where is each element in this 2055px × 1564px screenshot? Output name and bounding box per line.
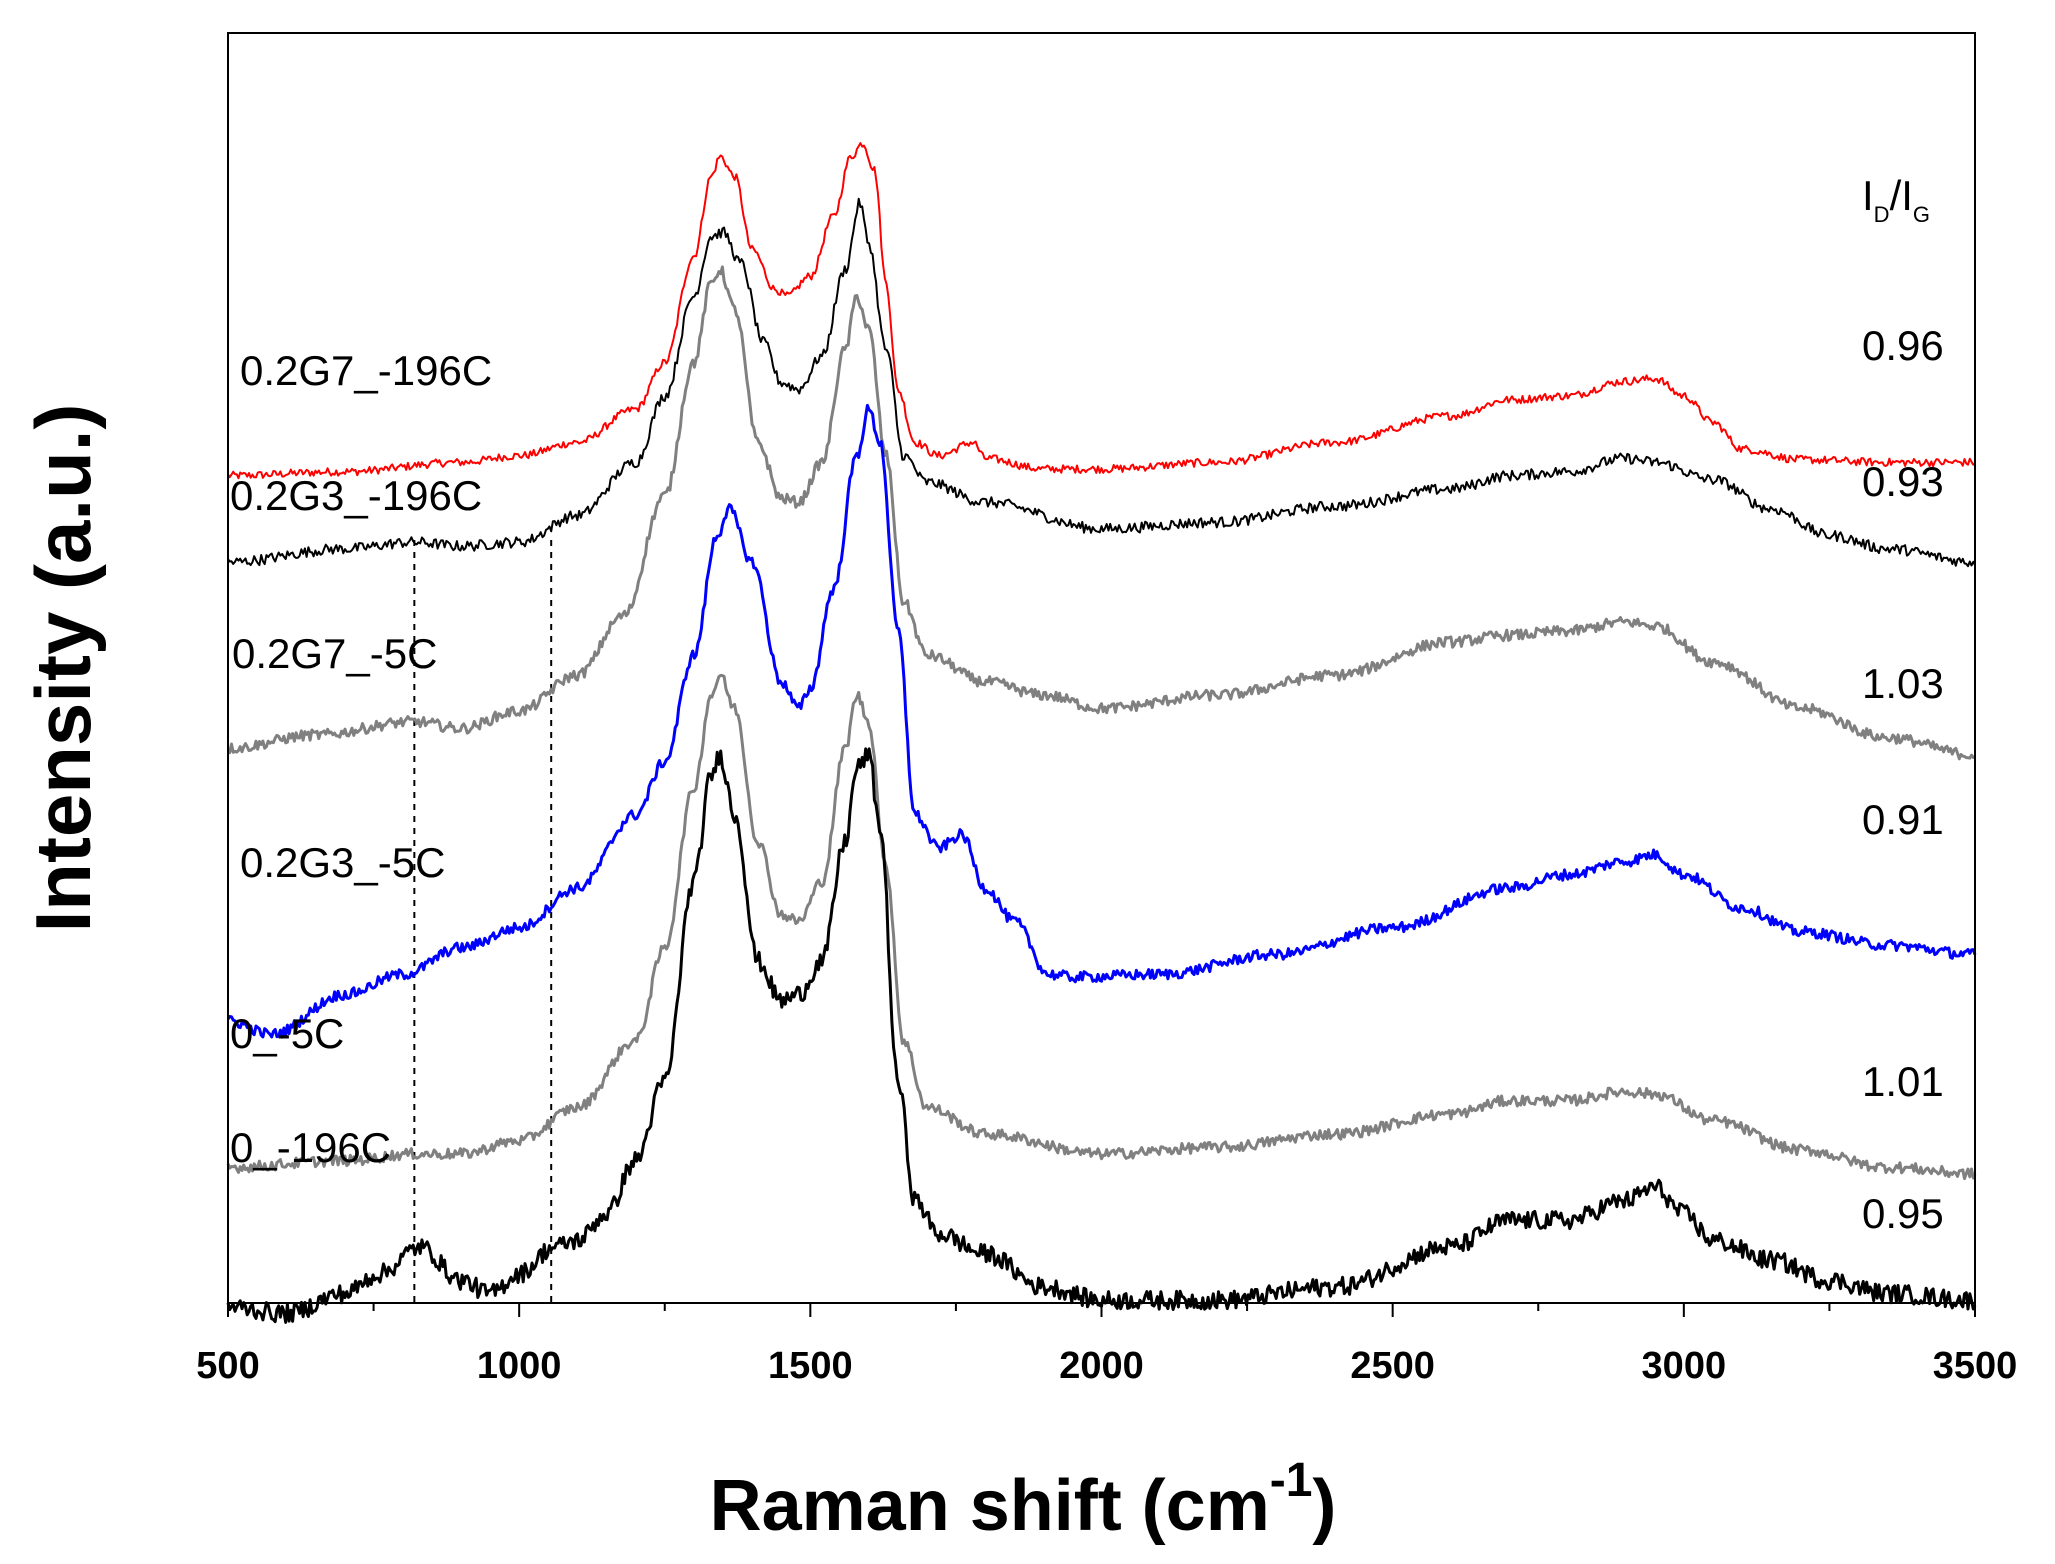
series-label-1: 0.2G3_-196C [230,472,482,519]
ratio-label-2: 1.03 [1862,660,1944,707]
x-tick-label: 3000 [1642,1345,1727,1387]
x-tick-labels: 500 1000 1500 2000 2500 3000 3500 [196,1345,2017,1387]
x-tick-label: 1500 [768,1345,853,1387]
series-line-3 [226,403,1977,1039]
series-label-3: 0.2G3_-5C [240,839,445,886]
x-ticks [227,1303,1976,1317]
series-label-5: 0_-196C [230,1124,391,1171]
ratio-header-slash: /I [1890,172,1913,219]
ratio-header-sub-d: D [1874,202,1890,227]
ratio-header-main: I [1862,172,1874,219]
ratio-header-sub-g: G [1913,202,1930,227]
ratio-label-3: 0.91 [1862,796,1944,843]
series-line-1 [227,197,1976,568]
x-tick-label: 2000 [1059,1345,1144,1387]
ratio-label-5: 0.95 [1862,1190,1944,1237]
x-axis-title-superscript: -1 [1270,1454,1313,1507]
series-label-0: 0.2G7_-196C [240,347,492,394]
ratio-label-0: 0.96 [1862,322,1944,369]
series-line-2 [226,265,1976,761]
x-axis-title-close: ) [1312,1466,1336,1546]
series-line-4 [226,673,1977,1181]
ratio-labels: 0.96 0.93 1.03 0.91 1.01 0.95 [1862,322,1944,1237]
x-axis-title: Raman shift (cm-1) [710,1454,1337,1546]
plot-background [228,33,1975,1303]
series-label-4: 0_-5C [230,1010,344,1057]
ratio-header: ID/IG [1862,172,1930,227]
x-tick-label: 2500 [1350,1345,1435,1387]
series-line-0 [227,142,1976,480]
series-labels: 0.2G7_-196C 0.2G3_-196C 0.2G7_-5C 0.2G3_-5C… [230,347,492,1171]
x-axis-title-main: Raman shift (cm [710,1466,1270,1546]
x-tick-label: 500 [196,1345,259,1387]
y-axis-title: Intensity (a.u.) [19,404,107,933]
ratio-label-4: 1.01 [1862,1058,1944,1105]
series-label-2: 0.2G7_-5C [232,630,437,677]
x-tick-label: 3500 [1933,1345,2018,1387]
x-tick-label: 1000 [477,1345,562,1387]
ratio-label-1: 0.93 [1862,458,1944,505]
